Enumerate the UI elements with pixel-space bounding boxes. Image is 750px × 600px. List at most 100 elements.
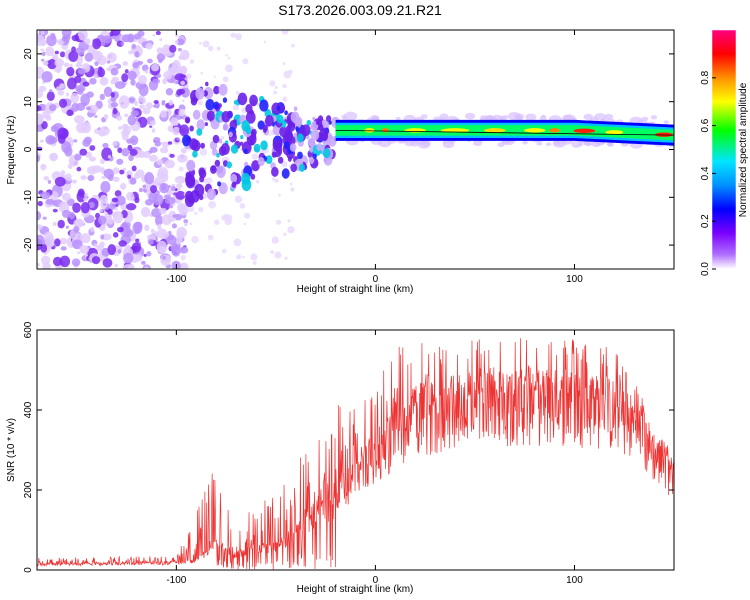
spectrogram-blob: [74, 115, 85, 124]
spectrogram-blob: [262, 124, 268, 132]
spectrogram-blob: [207, 234, 214, 241]
spectrogram-blob: [281, 168, 290, 179]
spectrogram-blob: [84, 38, 91, 45]
spectrogram-blob: [220, 135, 225, 140]
spectrogram-blob: [183, 219, 189, 224]
spectrogram-blob: [41, 58, 45, 62]
spectrogram-blob: [184, 116, 191, 124]
spectrogram-blob: [110, 102, 119, 108]
spectrogram-blob: [171, 223, 177, 229]
spectrogram-blob: [395, 116, 401, 121]
spectrogram-blob: [318, 115, 324, 122]
spectrogram-blob: [536, 141, 543, 146]
spectrogram-blob: [295, 126, 299, 132]
spectrogram-blob: [46, 91, 55, 102]
spectrogram-blob: [127, 174, 132, 179]
spectrogram-blob: [274, 178, 279, 183]
spectrogram-blob: [142, 184, 147, 189]
spectrogram-blob: [442, 141, 448, 145]
spectrogram-blob: [205, 81, 209, 87]
spectrogram-blob: [150, 63, 160, 72]
spectrogram-blob: [289, 182, 293, 186]
spectrogram-blob: [263, 41, 267, 44]
spectrogram-blob: [142, 107, 151, 115]
spectrogram-blob: [182, 134, 191, 147]
spectrogram-blob: [312, 116, 316, 121]
spectrogram-blob: [174, 39, 179, 45]
spectrogram-blob: [218, 83, 228, 96]
spectral-ridge: [335, 119, 674, 146]
spectrogram-blob: [180, 147, 187, 154]
spectrogram-blob: [37, 262, 40, 267]
spectrogram-blob: [159, 147, 169, 154]
spectrogram-blob: [222, 76, 229, 83]
spectrogram-blob: [179, 140, 183, 144]
spectrogram-y-tick-label: -20: [23, 237, 34, 252]
spectrogram-blob: [76, 166, 82, 172]
spectrogram-blob: [97, 215, 107, 225]
spectrogram-blob: [212, 134, 220, 144]
spectrogram-blob: [194, 211, 198, 215]
spectrogram-blob: [89, 145, 96, 151]
spectrogram-blob: [176, 179, 181, 184]
spectrogram-blob: [75, 47, 85, 56]
spectrogram-blob: [168, 204, 174, 209]
spectrogram-blob: [48, 136, 58, 144]
spectrogram-blob: [255, 179, 260, 184]
spectrogram-blob: [284, 110, 288, 116]
spectrogram-blob: [195, 87, 205, 100]
spectrogram-blob: [77, 188, 85, 198]
spectrogram-blob: [40, 30, 45, 36]
snr-frame: [36, 329, 675, 571]
spectrogram-blob: [101, 175, 106, 180]
snr-x-tick-label: -100: [166, 575, 186, 586]
spectrogram-blob: [93, 243, 98, 248]
spectrogram-blob: [172, 126, 181, 136]
spectrogram-blob: [144, 172, 155, 185]
spectrogram-blob: [91, 256, 101, 265]
spectrogram-blob: [74, 75, 82, 84]
spectrogram-blob: [269, 80, 276, 87]
spectrogram-blob: [205, 98, 215, 111]
spectrogram-blob: [59, 255, 71, 268]
spectrogram-blob: [198, 206, 204, 213]
spectrogram-blob: [49, 153, 58, 162]
spectrogram-blob: [522, 140, 528, 145]
spectrogram-blob: [45, 198, 55, 205]
spectrogram-blob: [61, 209, 72, 219]
spectrogram-blob: [295, 116, 303, 126]
spectrogram-blob: [171, 183, 176, 187]
snr-panel: -100 0 100 0 200 400 600 Height of straight l…: [6, 321, 675, 595]
spectrogram-blob: [41, 121, 48, 130]
spectrogram-blob: [59, 51, 66, 58]
spectrogram-blob: [169, 153, 175, 158]
spectrogram-blob: [484, 115, 494, 122]
spectrogram-blob: [190, 190, 200, 203]
spectrogram-blob: [155, 30, 161, 36]
spectrogram-blob: [41, 255, 51, 266]
ridge-hotspot: [440, 128, 470, 133]
spectrogram-blob: [40, 163, 47, 171]
spectrogram-blob: [180, 80, 186, 86]
spectrogram-blob: [316, 120, 320, 125]
spectrogram-blob: [276, 219, 282, 225]
spectrogram-blob: [218, 138, 223, 144]
spectrogram-blob: [112, 232, 119, 238]
ridge-hotspot: [573, 128, 596, 134]
spectrogram-blob: [94, 115, 98, 118]
spectrogram-blob: [118, 95, 130, 109]
spectrogram-blob: [60, 170, 66, 176]
spectrogram-blob: [99, 77, 109, 86]
spectrogram-blob: [102, 142, 109, 149]
spectrogram-blob: [291, 123, 295, 128]
spectrogram-blob: [41, 51, 46, 57]
snr-y-tick-label: 200: [23, 481, 34, 498]
spectrogram-blob: [221, 248, 227, 254]
spectrogram-blob: [306, 119, 312, 126]
spectrogram-blob: [112, 211, 119, 218]
spectrogram-blob: [67, 163, 73, 169]
ridge-hotspot: [549, 128, 560, 133]
ridge-hotspot: [605, 130, 624, 135]
spectrogram-blob: [154, 140, 162, 147]
spectrogram-blob: [571, 141, 582, 148]
